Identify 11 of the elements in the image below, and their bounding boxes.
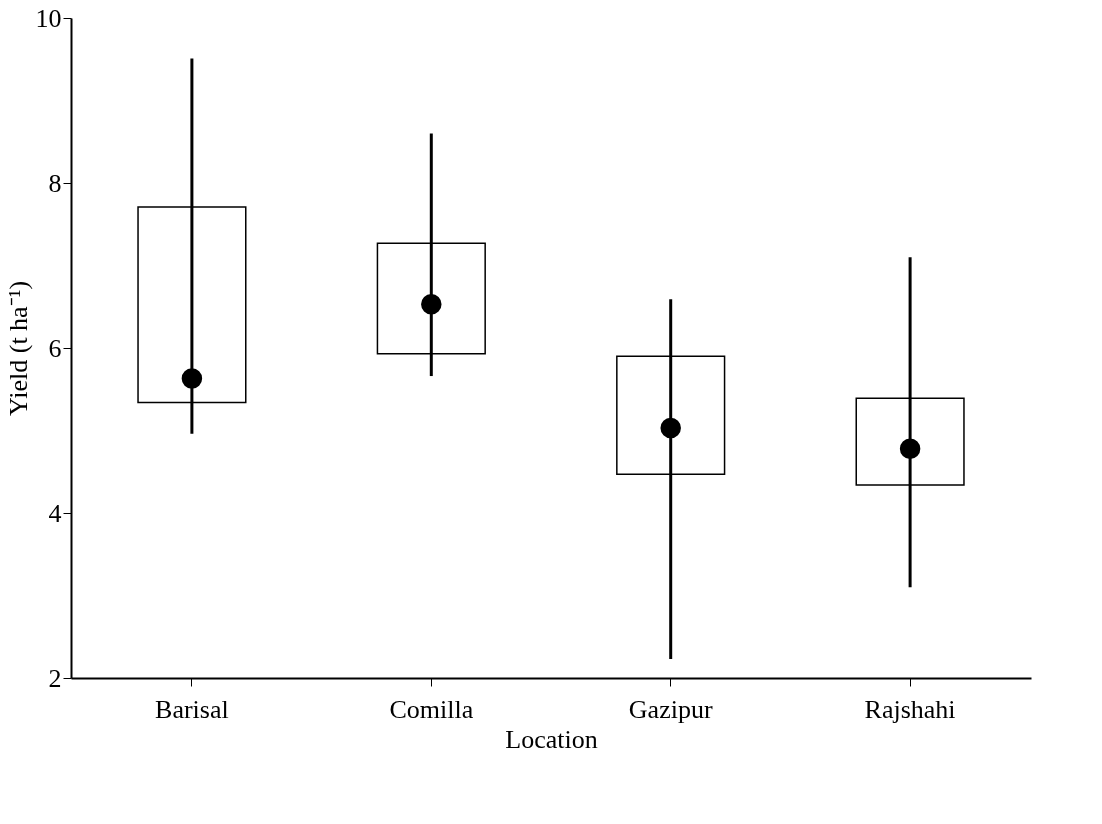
y-tick-label: 6 xyxy=(48,333,62,363)
x-tick-label: Barisal xyxy=(155,694,229,724)
y-tick-label: 2 xyxy=(48,663,62,693)
x-tick-label: Rajshahi xyxy=(864,694,956,724)
x-tick-label: Gazipur xyxy=(628,694,713,724)
y-tick-label: 4 xyxy=(48,498,62,528)
y-axis-title: Yield (t ha⁻¹) xyxy=(3,280,33,417)
y-tick-label: 8 xyxy=(48,168,62,198)
y-tick-label: 10 xyxy=(35,3,62,33)
x-axis-title: Location xyxy=(505,724,598,754)
x-tick-label: Comilla xyxy=(389,694,474,724)
